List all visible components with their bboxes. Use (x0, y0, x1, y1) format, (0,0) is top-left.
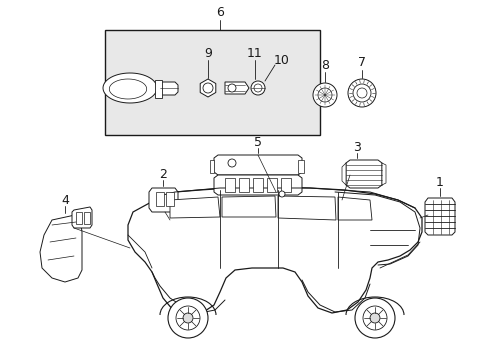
Polygon shape (214, 175, 302, 195)
Polygon shape (72, 207, 92, 228)
Circle shape (227, 159, 236, 167)
Text: 5: 5 (253, 135, 262, 149)
Circle shape (317, 88, 331, 102)
Polygon shape (103, 73, 157, 103)
Circle shape (352, 84, 370, 102)
Polygon shape (214, 155, 302, 175)
Circle shape (354, 298, 394, 338)
Polygon shape (200, 79, 215, 97)
Text: 1: 1 (435, 176, 443, 189)
Text: 3: 3 (352, 140, 360, 153)
Circle shape (279, 191, 285, 197)
Polygon shape (170, 197, 220, 218)
Text: 7: 7 (357, 55, 365, 68)
Polygon shape (160, 82, 178, 95)
Polygon shape (155, 80, 162, 98)
Text: 8: 8 (320, 59, 328, 72)
Bar (84, 212, 90, 224)
Polygon shape (209, 160, 214, 173)
Polygon shape (341, 163, 346, 185)
Circle shape (176, 306, 200, 330)
Bar (281, 178, 290, 192)
Text: 11: 11 (246, 46, 263, 59)
Bar (156, 192, 163, 206)
Text: 2: 2 (159, 167, 166, 180)
Polygon shape (40, 215, 82, 282)
Circle shape (347, 79, 375, 107)
Text: 9: 9 (203, 46, 211, 59)
Polygon shape (297, 160, 304, 173)
Text: 10: 10 (273, 54, 289, 67)
Circle shape (227, 84, 236, 92)
Polygon shape (381, 163, 385, 185)
Polygon shape (278, 196, 335, 220)
Bar (105, 30, 319, 135)
Text: 6: 6 (216, 5, 224, 18)
Bar (239, 178, 248, 192)
Polygon shape (149, 188, 178, 212)
Polygon shape (222, 196, 275, 217)
Bar (76, 212, 82, 224)
Text: 4: 4 (61, 194, 69, 207)
Polygon shape (424, 198, 454, 235)
Circle shape (253, 84, 262, 92)
Polygon shape (224, 82, 248, 94)
Bar (252, 178, 263, 192)
Polygon shape (128, 187, 421, 315)
Circle shape (369, 313, 379, 323)
Circle shape (250, 81, 264, 95)
Circle shape (356, 88, 366, 98)
Bar (165, 192, 174, 206)
Polygon shape (109, 79, 146, 99)
Bar (266, 178, 276, 192)
Circle shape (183, 313, 193, 323)
Circle shape (362, 306, 386, 330)
Polygon shape (337, 197, 371, 220)
Circle shape (312, 83, 336, 107)
Circle shape (203, 83, 213, 93)
Circle shape (168, 298, 207, 338)
Polygon shape (346, 160, 381, 188)
Bar (224, 178, 235, 192)
